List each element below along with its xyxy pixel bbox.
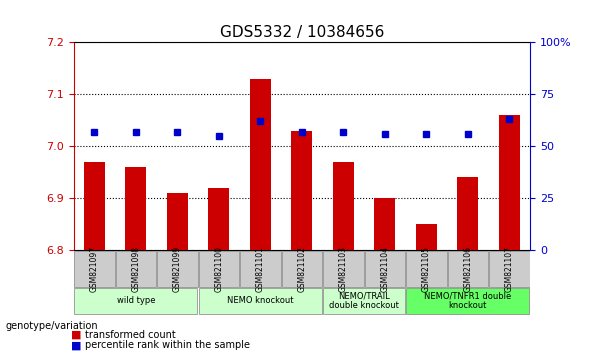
FancyBboxPatch shape xyxy=(115,251,156,286)
FancyBboxPatch shape xyxy=(406,288,530,314)
Text: GSM821100: GSM821100 xyxy=(214,246,223,292)
FancyBboxPatch shape xyxy=(282,251,322,286)
Text: GSM821106: GSM821106 xyxy=(464,246,472,292)
Bar xyxy=(198,42,240,250)
Bar xyxy=(167,193,188,250)
Bar xyxy=(74,42,115,250)
Text: wild type: wild type xyxy=(117,296,155,305)
FancyBboxPatch shape xyxy=(365,251,405,286)
FancyBboxPatch shape xyxy=(448,251,488,286)
Bar xyxy=(125,167,146,250)
Bar xyxy=(115,42,157,250)
Text: ■: ■ xyxy=(71,330,81,339)
Bar xyxy=(292,131,312,250)
Bar xyxy=(333,162,354,250)
FancyBboxPatch shape xyxy=(323,251,363,286)
Bar xyxy=(458,177,478,250)
Text: GSM821103: GSM821103 xyxy=(339,246,348,292)
Text: NEMO knockout: NEMO knockout xyxy=(227,296,293,305)
Bar xyxy=(84,162,105,250)
FancyBboxPatch shape xyxy=(240,251,281,286)
Text: GSM821101: GSM821101 xyxy=(256,246,265,292)
FancyBboxPatch shape xyxy=(157,251,198,286)
Bar xyxy=(250,79,271,250)
Title: GDS5332 / 10384656: GDS5332 / 10384656 xyxy=(220,25,384,40)
Bar xyxy=(416,224,436,250)
Bar xyxy=(209,188,229,250)
FancyBboxPatch shape xyxy=(74,288,197,314)
FancyBboxPatch shape xyxy=(74,251,115,286)
FancyBboxPatch shape xyxy=(198,251,239,286)
Text: genotype/variation: genotype/variation xyxy=(6,321,98,331)
Text: transformed count: transformed count xyxy=(85,330,176,339)
Text: GSM821098: GSM821098 xyxy=(131,246,140,292)
Bar xyxy=(375,198,395,250)
Bar xyxy=(281,42,323,250)
Text: GSM821105: GSM821105 xyxy=(422,246,431,292)
Text: GSM821107: GSM821107 xyxy=(505,246,514,292)
Text: ■: ■ xyxy=(71,340,81,350)
FancyBboxPatch shape xyxy=(199,288,322,314)
Text: percentile rank within the sample: percentile rank within the sample xyxy=(85,340,250,350)
Bar xyxy=(364,42,406,250)
Text: NEMO/TRAIL
double knockout: NEMO/TRAIL double knockout xyxy=(329,291,399,310)
Text: NEMO/TNFR1 double
knockout: NEMO/TNFR1 double knockout xyxy=(424,291,511,310)
Bar xyxy=(489,42,530,250)
Bar xyxy=(406,42,447,250)
FancyBboxPatch shape xyxy=(489,251,530,286)
FancyBboxPatch shape xyxy=(406,251,446,286)
Text: GSM821097: GSM821097 xyxy=(90,246,99,292)
Bar xyxy=(157,42,198,250)
Text: GSM821099: GSM821099 xyxy=(173,246,182,292)
Bar xyxy=(499,115,519,250)
Text: GSM821102: GSM821102 xyxy=(297,246,306,292)
Bar xyxy=(447,42,489,250)
Bar xyxy=(240,42,281,250)
FancyBboxPatch shape xyxy=(323,288,405,314)
Text: GSM821104: GSM821104 xyxy=(380,246,389,292)
Bar xyxy=(323,42,364,250)
